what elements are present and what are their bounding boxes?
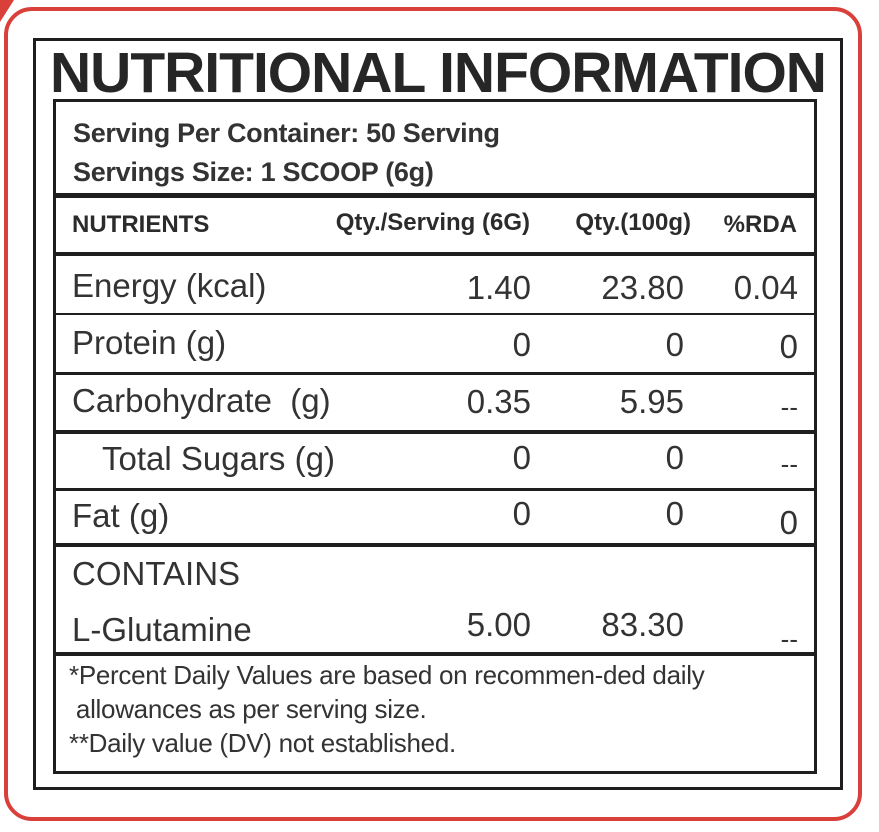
row-total-sugars-per100: 0 <box>665 439 684 476</box>
divider-row-2 <box>56 372 814 375</box>
row-protein-per100: 0 <box>665 326 684 363</box>
divider-thick-top <box>56 193 814 198</box>
divider-header <box>56 252 814 256</box>
row-energy-per100: 23.80 <box>601 269 684 306</box>
contains-glutamine-serving: 5.00 <box>466 606 531 643</box>
label-inner-border <box>53 99 817 774</box>
header-qty-serving: Qty./Serving (6G) <box>335 209 530 236</box>
row-fat-name: Fat (g) <box>72 497 170 534</box>
divider-row-1 <box>56 313 814 315</box>
row-total-sugars-name: Total Sugars (g) <box>102 440 335 477</box>
row-total-sugars-rda: -- <box>780 449 798 479</box>
divider-row-3 <box>56 430 814 434</box>
row-fat-per100: 0 <box>665 495 684 532</box>
row-protein-serving: 0 <box>512 326 531 363</box>
serving-size: Servings Size: 1 SCOOP (6g) <box>73 157 434 187</box>
footnote-line-2: allowances as per serving size. <box>69 694 427 724</box>
contains-glutamine-name: L-Glutamine <box>72 611 252 648</box>
row-energy-rda: 0.04 <box>733 269 798 306</box>
header-rda: %RDA <box>723 211 797 238</box>
red-outer-frame <box>4 7 862 821</box>
row-total-sugars-serving: 0 <box>512 439 531 476</box>
label-title: NUTRITIONAL INFORMATION <box>50 41 827 105</box>
row-fat-rda: 0 <box>779 504 798 541</box>
row-carbohydrate-serving: 0.35 <box>466 383 531 420</box>
row-energy-serving: 1.40 <box>466 269 531 306</box>
footnote-line-3: **Daily value (DV) not established. <box>69 728 456 758</box>
divider-row-5 <box>56 543 814 547</box>
row-carbohydrate-name: Carbohydrate (g) <box>72 382 331 419</box>
contains-glutamine-per100: 83.30 <box>601 606 684 643</box>
row-protein-rda: 0 <box>779 328 798 365</box>
row-fat-serving: 0 <box>512 495 531 532</box>
serving-per-container: Serving Per Container: 50 Serving <box>73 118 500 148</box>
divider-footer <box>56 652 814 656</box>
footnote-line-1: *Percent Daily Values are based on recom… <box>69 660 705 690</box>
contains-glutamine-rda: -- <box>780 624 798 654</box>
header-qty-100g: Qty.(100g) <box>575 209 691 236</box>
contains-label: CONTAINS <box>72 555 241 592</box>
row-carbohydrate-rda: -- <box>780 392 798 422</box>
row-carbohydrate-per100: 5.95 <box>619 383 684 420</box>
row-energy-name: Energy (kcal) <box>72 267 267 304</box>
header-nutrients: NUTRIENTS <box>72 211 210 238</box>
row-protein-name: Protein (g) <box>72 324 227 361</box>
label-outer-border <box>33 38 843 790</box>
divider-row-4 <box>56 488 814 491</box>
